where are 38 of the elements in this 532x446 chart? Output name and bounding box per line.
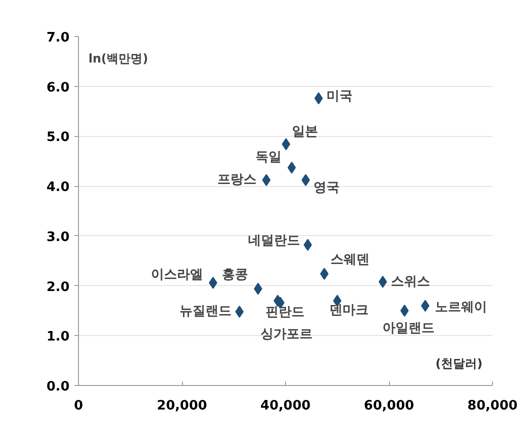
point bbox=[282, 138, 290, 150]
x-tick-label: 20,000 bbox=[156, 398, 208, 414]
point bbox=[262, 174, 271, 186]
y-axis-title: ln(백만명) bbox=[88, 52, 148, 66]
annotation: 프랑스 bbox=[217, 172, 256, 188]
y-tick-label: 0.0 bbox=[46, 380, 70, 394]
annotation: 노르웨이 bbox=[435, 300, 488, 316]
y-tick-label: 5.0 bbox=[46, 130, 70, 146]
annotation: 일본 bbox=[292, 124, 318, 140]
annotation: 스웨덴 bbox=[330, 252, 370, 268]
y-tick-label: 4.0 bbox=[46, 180, 70, 196]
x-tick-label: 40,000 bbox=[260, 398, 311, 414]
point bbox=[235, 306, 244, 318]
point bbox=[400, 304, 409, 317]
x-axis-title: (천달러) bbox=[436, 356, 482, 370]
annotation: 덴마크 bbox=[329, 303, 368, 318]
annotation: 이스라엘 bbox=[151, 267, 204, 282]
x-tick-label: 80,000 bbox=[467, 398, 518, 414]
annotation: 미국 bbox=[326, 88, 353, 104]
annotation: 독일 bbox=[256, 150, 282, 166]
point bbox=[208, 276, 218, 289]
annotation: 핀란드 bbox=[266, 305, 305, 320]
y-tick-label: 1.0 bbox=[46, 330, 70, 345]
y-tick-label: 6.0 bbox=[46, 80, 70, 96]
annotation: 영국 bbox=[314, 180, 340, 196]
point bbox=[314, 92, 323, 104]
annotation: 홍콩 bbox=[222, 267, 248, 282]
annotation: 네덜란드 bbox=[248, 233, 300, 248]
x-tick-label: 0 bbox=[74, 398, 84, 414]
y-tick-label: 7.0 bbox=[46, 30, 70, 46]
point bbox=[254, 282, 262, 295]
annotation: 싱가포르 bbox=[260, 327, 312, 342]
annotation: 아일랜드 bbox=[382, 321, 435, 336]
y-tick-label: 3.0 bbox=[46, 230, 70, 245]
annotation: 스위스 bbox=[390, 274, 430, 290]
y-tick-label: 2.0 bbox=[46, 280, 70, 295]
x-tick-label: 60,000 bbox=[364, 398, 414, 414]
annotation: 뉴질랜드 bbox=[179, 304, 232, 320]
